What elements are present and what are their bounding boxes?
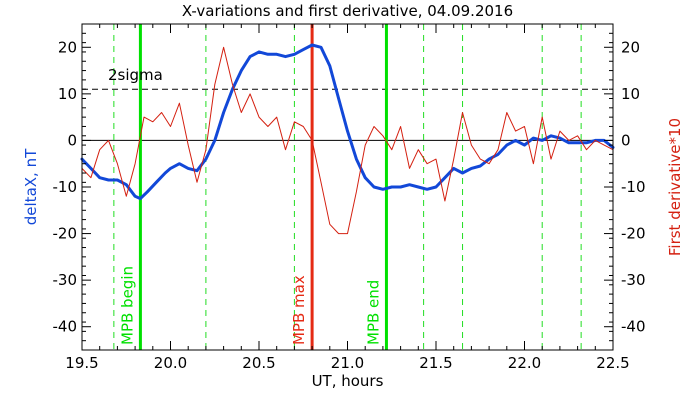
left-y-axis-label: deltaX, nT — [22, 148, 40, 225]
axis-ticks: 19.5 20.0 20.5 21.0 21.5 22.0 22.5 -40 -40 -30 -30… — [53, 23, 646, 372]
series-lines — [80, 43, 615, 235]
x-tick-label: 21.0 — [331, 354, 364, 372]
y-tick-label-left: 20 — [58, 38, 77, 56]
x-tick-label: 21.5 — [419, 354, 452, 372]
y-tick-label-left: -40 — [53, 318, 78, 336]
marker-label: MPB max — [290, 275, 308, 345]
reference-lines — [82, 24, 613, 350]
derivative-series-line — [81, 46, 614, 235]
x-tick-label: 20.5 — [242, 354, 275, 372]
chart-title: X-variations and first derivative, 04.09… — [182, 2, 513, 20]
x-axis-label: UT, hours — [312, 372, 384, 390]
x-tick-label: 20.0 — [154, 354, 187, 372]
x-tick-label: 22.0 — [508, 354, 541, 372]
deltax-series-line — [80, 43, 615, 201]
y-tick-label-left: 10 — [58, 85, 77, 103]
y-tick-label-left: -10 — [53, 178, 78, 196]
marker-label: MPB end — [364, 280, 382, 345]
y-tick-label-left: -20 — [53, 225, 78, 243]
right-y-axis-label: First derivative*10 — [666, 118, 684, 256]
threshold-label: 2sigma — [108, 66, 163, 84]
y-tick-label-right: 10 — [621, 85, 640, 103]
marker-label: MPB begin — [118, 266, 136, 345]
y-tick-label-right: 20 — [621, 38, 640, 56]
mpb-markers: MPB begin MPB max MPB end — [118, 24, 388, 350]
y-tick-label-right: 0 — [621, 131, 631, 149]
x-tick-label: 19.5 — [65, 354, 98, 372]
y-tick-label-left: 0 — [67, 131, 77, 149]
y-tick-label-right: -10 — [621, 178, 646, 196]
x-tick-label: 22.5 — [596, 354, 629, 372]
y-tick-label-left: -30 — [53, 271, 78, 289]
y-tick-label-right: -40 — [621, 318, 646, 336]
y-tick-label-right: -20 — [621, 225, 646, 243]
y-tick-label-right: -30 — [621, 271, 646, 289]
